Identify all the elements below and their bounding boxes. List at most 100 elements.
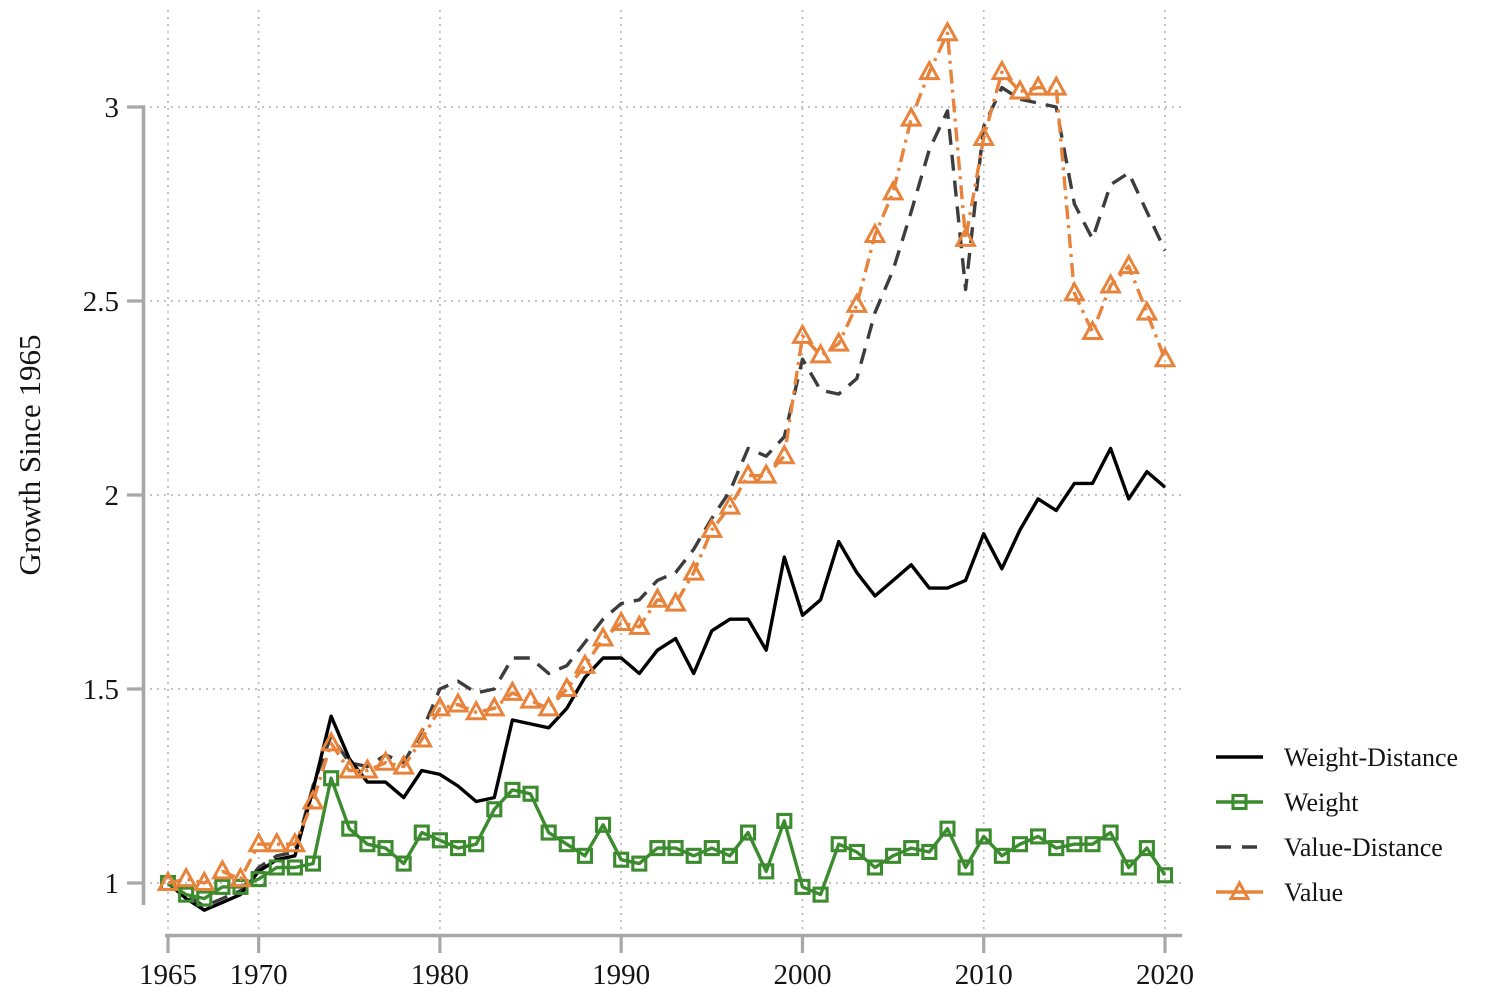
square-marker [558, 836, 575, 853]
x-tick-label: 2010 [955, 959, 1013, 991]
square-marker [486, 801, 503, 818]
triangle-marker [301, 788, 325, 810]
triangle-marker [192, 870, 216, 891]
x-tick-label: 1990 [592, 959, 650, 991]
square-marker [359, 836, 376, 853]
square-marker [613, 851, 630, 868]
triangle-marker [736, 462, 760, 484]
square-marker [740, 824, 757, 841]
y-axis-title: Growth Since 1965 [12, 334, 47, 575]
x-tick-label: 1970 [230, 959, 288, 991]
square-marker [758, 863, 775, 880]
triangle-marker [247, 831, 270, 853]
x-tick-label: 2020 [1136, 959, 1194, 991]
triangle-marker [700, 517, 724, 538]
series-line-value-distance [167, 85, 1167, 908]
square-marker [1066, 836, 1083, 853]
triangle-marker [392, 753, 415, 775]
square-marker [957, 859, 974, 876]
square-marker [468, 836, 485, 853]
legend-triangle-marker [1228, 879, 1251, 900]
square-marker [504, 781, 521, 798]
triangle-marker [791, 323, 814, 344]
square-marker [1048, 840, 1065, 857]
triangle-marker [664, 591, 687, 612]
square-marker [939, 820, 956, 837]
legend-square-marker [1231, 793, 1248, 811]
triangle-marker [1026, 74, 1050, 96]
triangle-marker [319, 730, 343, 752]
triangle-marker [1008, 78, 1032, 100]
square-marker [649, 840, 666, 857]
series-weight-distance [166, 446, 1167, 912]
series-line-value [167, 31, 1167, 885]
legend-item-value: Value [1216, 878, 1343, 907]
triangle-marker [1153, 346, 1177, 368]
square-marker [395, 855, 412, 872]
triangle-marker [337, 757, 361, 779]
square-marker [1156, 867, 1174, 884]
square-marker [885, 847, 902, 864]
square-marker [721, 847, 738, 864]
square-marker [576, 847, 593, 864]
square-marker [214, 878, 231, 895]
triangle-marker [1099, 272, 1122, 294]
legend-label-value: Value [1284, 878, 1343, 907]
legend-label-weight-distance: Weight-Distance [1284, 743, 1458, 772]
square-marker [794, 878, 811, 895]
triangle-marker [772, 443, 796, 465]
gridlines [150, 10, 1182, 930]
triangle-marker [1063, 280, 1086, 302]
square-marker [812, 886, 829, 903]
triangle-marker [1044, 74, 1068, 96]
triangle-marker [283, 831, 307, 853]
x-tick-label: 1965 [139, 959, 197, 991]
triangle-marker [229, 866, 252, 888]
square-marker [921, 843, 938, 861]
series-line-weight [167, 776, 1167, 901]
square-marker [975, 828, 992, 845]
square-marker [866, 859, 884, 876]
triangle-marker [936, 20, 959, 42]
square-marker [1084, 836, 1101, 853]
triangle-marker [519, 688, 542, 709]
triangle-marker [174, 866, 198, 888]
square-marker [178, 886, 195, 903]
triangle-marker [863, 222, 887, 244]
triangle-marker [627, 614, 651, 635]
series-line-weight-distance [166, 446, 1167, 912]
triangle-marker [156, 870, 180, 891]
triangle-marker [845, 292, 869, 313]
triangle-marker [646, 587, 669, 608]
square-marker [1011, 836, 1029, 853]
square-marker [196, 890, 213, 907]
square-marker [776, 812, 793, 829]
triangle-marker [918, 59, 941, 81]
data-series [156, 20, 1177, 912]
square-marker [286, 859, 303, 876]
y-tick-label: 3 [105, 92, 120, 124]
triangle-marker [464, 699, 488, 721]
square-marker [250, 871, 267, 888]
series-value [156, 20, 1177, 891]
x-tick-label: 1980 [411, 959, 469, 991]
square-marker [631, 855, 648, 872]
triangle-marker [899, 106, 923, 127]
square-marker [1102, 824, 1119, 841]
square-marker [667, 840, 684, 857]
triangle-marker [809, 342, 832, 364]
legend-item-weight-distance: Weight-Distance [1216, 743, 1458, 772]
triangle-marker [1117, 253, 1141, 275]
square-marker [304, 855, 322, 872]
square-marker [1138, 840, 1155, 857]
square-marker [413, 824, 430, 841]
triangle-marker [972, 125, 996, 147]
y-tick-label: 1.5 [83, 674, 119, 706]
triangle-marker [1081, 319, 1104, 341]
triangle-marker [609, 610, 633, 632]
x-tick-label: 2000 [773, 959, 831, 991]
triangle-marker [356, 757, 379, 779]
triangle-marker [428, 695, 452, 717]
